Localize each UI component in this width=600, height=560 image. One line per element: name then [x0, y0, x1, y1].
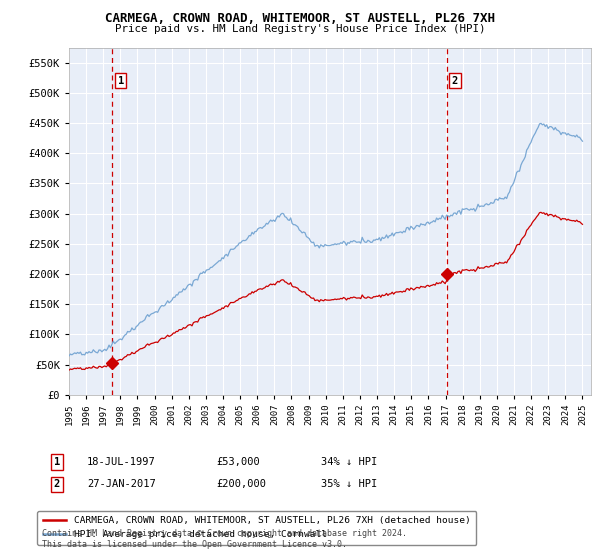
Text: 34% ↓ HPI: 34% ↓ HPI	[321, 457, 377, 467]
Legend: CARMEGA, CROWN ROAD, WHITEMOOR, ST AUSTELL, PL26 7XH (detached house), HPI: Aver: CARMEGA, CROWN ROAD, WHITEMOOR, ST AUSTE…	[37, 511, 476, 545]
Text: Contains HM Land Registry data © Crown copyright and database right 2024.
This d: Contains HM Land Registry data © Crown c…	[42, 529, 407, 549]
Text: 18-JUL-1997: 18-JUL-1997	[87, 457, 156, 467]
Text: CARMEGA, CROWN ROAD, WHITEMOOR, ST AUSTELL, PL26 7XH: CARMEGA, CROWN ROAD, WHITEMOOR, ST AUSTE…	[105, 12, 495, 25]
Text: 2: 2	[54, 479, 60, 489]
Text: 1: 1	[118, 76, 124, 86]
Text: 35% ↓ HPI: 35% ↓ HPI	[321, 479, 377, 489]
Text: Price paid vs. HM Land Registry's House Price Index (HPI): Price paid vs. HM Land Registry's House …	[115, 24, 485, 34]
Text: 2: 2	[452, 76, 458, 86]
Text: £53,000: £53,000	[216, 457, 260, 467]
Text: 1: 1	[54, 457, 60, 467]
Text: 27-JAN-2017: 27-JAN-2017	[87, 479, 156, 489]
Text: £200,000: £200,000	[216, 479, 266, 489]
